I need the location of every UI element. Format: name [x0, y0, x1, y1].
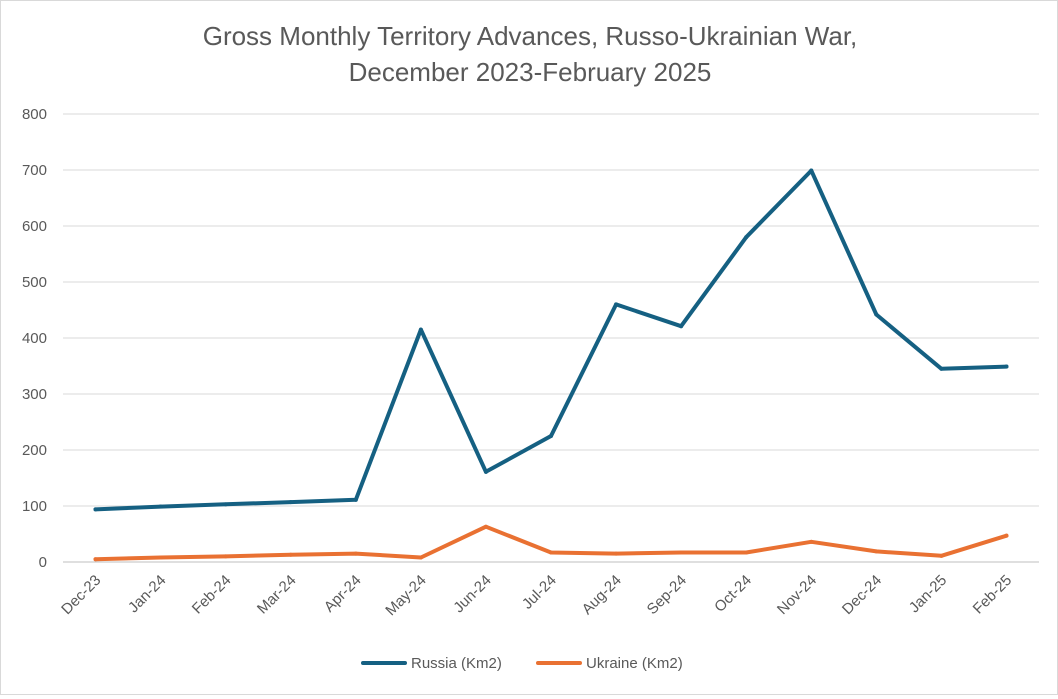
chart-title: Gross Monthly Territory Advances, Russo-… — [203, 21, 858, 51]
data-point — [158, 504, 163, 509]
legend: Russia (Km2) Ukraine (Km2) — [361, 655, 683, 672]
data-point — [549, 434, 553, 438]
y-tick-label: 300 — [22, 386, 47, 403]
data-point — [353, 551, 358, 556]
x-tick-label: Jan-24 — [125, 572, 169, 616]
data-point — [93, 507, 98, 512]
y-tick-label: 800 — [22, 106, 47, 123]
y-tick-label: 600 — [22, 218, 47, 235]
data-point — [939, 366, 944, 371]
data-point — [353, 497, 358, 502]
data-point — [483, 469, 488, 474]
series-lines — [93, 168, 1009, 562]
x-tick-label: Sep-24 — [644, 572, 690, 618]
data-point — [679, 550, 684, 555]
y-tick-label: 700 — [22, 162, 47, 179]
data-point — [1004, 533, 1009, 538]
legend-label: Russia (Km2) — [411, 655, 502, 672]
data-point — [418, 327, 423, 332]
data-point — [679, 324, 684, 329]
data-point — [223, 554, 228, 559]
data-point — [1004, 364, 1009, 369]
data-point — [93, 557, 98, 562]
x-tick-label: Jan-25 — [906, 572, 950, 616]
x-tick-label: Nov-24 — [774, 572, 820, 618]
x-axis-ticks: Dec-23 Jan-24 Feb-24 Mar-24 Apr-24 May-24 Jun-… — [58, 572, 1015, 619]
x-tick-label: Dec-24 — [839, 572, 885, 618]
x-tick-label: Mar-24 — [254, 572, 300, 618]
data-point — [549, 550, 553, 555]
y-tick-label: 200 — [22, 442, 47, 459]
data-point — [418, 555, 423, 560]
data-point — [288, 552, 293, 557]
data-point — [744, 550, 749, 555]
data-point — [223, 502, 228, 507]
x-tick-label: Aug-24 — [579, 572, 625, 618]
data-point — [874, 549, 879, 554]
gridlines — [63, 113, 1039, 563]
chart-subtitle: December 2023-February 2025 — [349, 57, 712, 87]
series-line-russia — [93, 168, 1009, 512]
y-tick-label: 500 — [22, 274, 47, 291]
x-tick-label: Dec-23 — [58, 572, 104, 618]
x-tick-label: Jun-24 — [450, 572, 494, 616]
x-tick-label: Feb-24 — [189, 572, 235, 618]
data-point — [809, 539, 814, 544]
x-tick-label: May-24 — [382, 572, 429, 619]
y-tick-label: 400 — [22, 330, 47, 347]
x-tick-label: Oct-24 — [711, 572, 755, 616]
x-tick-label: Jul-24 — [519, 572, 560, 613]
y-tick-label: 0 — [39, 554, 47, 571]
data-point — [874, 312, 879, 317]
data-point — [288, 500, 293, 505]
data-point — [939, 553, 944, 558]
data-point — [158, 555, 163, 560]
x-tick-label: Apr-24 — [321, 572, 365, 616]
data-point — [744, 235, 749, 240]
legend-label: Ukraine (Km2) — [586, 655, 683, 672]
y-axis-ticks: 0 100 200 300 400 500 600 700 800 — [22, 106, 47, 571]
x-tick-label: Feb-25 — [970, 572, 1016, 618]
data-point — [614, 551, 619, 556]
data-point — [483, 524, 488, 529]
y-tick-label: 100 — [22, 498, 47, 515]
data-point — [809, 168, 814, 173]
data-point — [614, 302, 619, 307]
